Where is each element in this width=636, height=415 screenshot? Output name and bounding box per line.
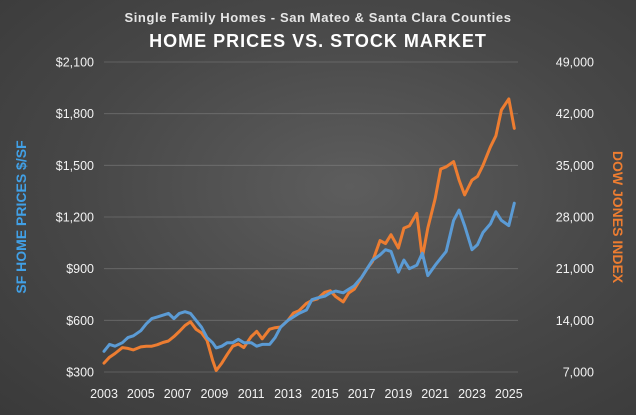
x-tick-label: 2025: [495, 387, 523, 401]
right-tick-label: 7,000: [563, 366, 594, 380]
x-tick-label: 2009: [200, 387, 228, 401]
left-axis-ticks: $300 $600 $900 $1,200 $1,500 $1,800 $2,100: [56, 56, 94, 380]
right-tick-label: 42,000: [556, 107, 594, 121]
chart-subtitle: Single Family Homes - San Mateo & Santa …: [124, 10, 511, 25]
x-tick-label: 2021: [421, 387, 449, 401]
x-tick-label: 2005: [127, 387, 155, 401]
x-tick-label: 2023: [458, 387, 486, 401]
right-tick-label: 49,000: [556, 56, 594, 70]
left-tick-label: $900: [66, 262, 94, 276]
left-tick-label: $2,100: [56, 56, 94, 70]
left-tick-label: $1,500: [56, 159, 94, 173]
x-tick-label: 2007: [164, 387, 192, 401]
right-tick-label: 28,000: [556, 211, 594, 225]
left-tick-label: $300: [66, 366, 94, 380]
right-tick-label: 35,000: [556, 159, 594, 173]
left-tick-label: $600: [66, 314, 94, 328]
home-price-series-line: [102, 201, 516, 353]
left-tick-label: $1,200: [56, 211, 94, 225]
series-lines: [102, 97, 516, 372]
left-tick-label: $1,800: [56, 107, 94, 121]
right-axis-label: DOW JONES INDEX: [610, 151, 626, 284]
right-axis-ticks: 7,000 14,000 21,000 28,000 35,000 42,000 49,00…: [556, 56, 594, 380]
x-axis-ticks: 2003 2005 2007 2009 2011 2013 2015 2017 2019 2021…: [90, 387, 523, 401]
x-tick-label: 2015: [311, 387, 339, 401]
x-tick-label: 2003: [90, 387, 118, 401]
right-tick-label: 14,000: [556, 314, 594, 328]
dow-jones-series-line: [102, 97, 516, 372]
x-tick-label: 2017: [348, 387, 376, 401]
x-tick-label: 2019: [384, 387, 412, 401]
chart-title: HOME PRICES VS. STOCK MARKET: [149, 31, 487, 51]
x-tick-label: 2011: [238, 387, 265, 401]
gridlines: [104, 61, 518, 373]
right-tick-label: 21,000: [556, 262, 594, 276]
left-axis-label: SF HOME PRICES $/SF: [13, 140, 29, 294]
x-tick-label: 2013: [274, 387, 302, 401]
